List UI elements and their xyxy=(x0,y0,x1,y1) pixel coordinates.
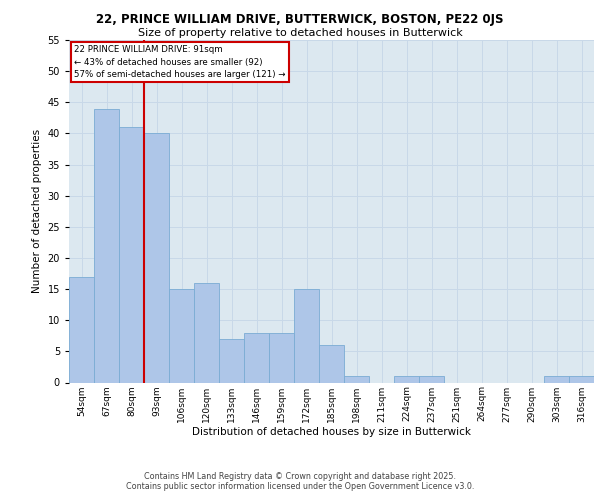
Bar xyxy=(544,376,569,382)
Bar xyxy=(94,108,119,382)
Text: Size of property relative to detached houses in Butterwick: Size of property relative to detached ho… xyxy=(137,28,463,38)
Bar xyxy=(419,376,444,382)
Bar xyxy=(244,332,269,382)
Bar xyxy=(119,127,144,382)
Text: Contains public sector information licensed under the Open Government Licence v3: Contains public sector information licen… xyxy=(126,482,474,491)
Text: 22, PRINCE WILLIAM DRIVE, BUTTERWICK, BOSTON, PE22 0JS: 22, PRINCE WILLIAM DRIVE, BUTTERWICK, BO… xyxy=(96,12,504,26)
Text: 22 PRINCE WILLIAM DRIVE: 91sqm
← 43% of detached houses are smaller (92)
57% of : 22 PRINCE WILLIAM DRIVE: 91sqm ← 43% of … xyxy=(74,45,286,79)
Bar xyxy=(294,289,319,382)
Bar xyxy=(219,339,244,382)
Bar xyxy=(269,332,294,382)
Y-axis label: Number of detached properties: Number of detached properties xyxy=(32,129,42,294)
X-axis label: Distribution of detached houses by size in Butterwick: Distribution of detached houses by size … xyxy=(192,427,471,437)
Bar xyxy=(144,134,169,382)
Bar xyxy=(569,376,594,382)
Bar xyxy=(69,276,94,382)
Bar xyxy=(394,376,419,382)
Bar xyxy=(319,345,344,383)
Bar xyxy=(344,376,369,382)
Text: Contains HM Land Registry data © Crown copyright and database right 2025.: Contains HM Land Registry data © Crown c… xyxy=(144,472,456,481)
Bar xyxy=(194,283,219,382)
Bar xyxy=(169,289,194,382)
